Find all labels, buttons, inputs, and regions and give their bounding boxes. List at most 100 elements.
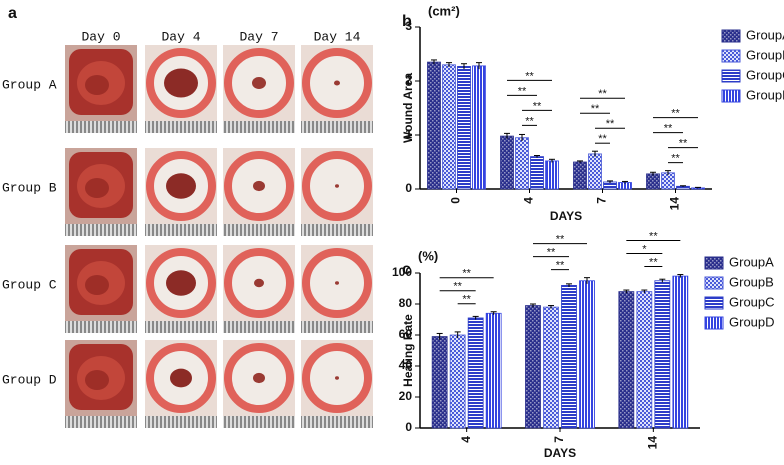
error-bar — [472, 315, 479, 320]
y-tick-label: 0 — [405, 181, 412, 195]
x-axis-label: DAYS — [544, 446, 576, 460]
wound-photo — [223, 148, 295, 236]
error-bar — [641, 289, 648, 294]
significance-label: ** — [598, 88, 607, 100]
significance-label: ** — [525, 70, 534, 82]
bar — [636, 291, 653, 429]
unit-label: (cm²) — [428, 3, 460, 18]
x-tick-label: 7 — [595, 197, 609, 204]
bar — [485, 312, 502, 429]
legend-label: GroupA — [729, 254, 774, 269]
wound-photo — [223, 245, 295, 333]
wound-photo — [301, 148, 373, 236]
significance-label: ** — [671, 108, 680, 120]
significance-label: ** — [518, 85, 527, 97]
y-tick-label: 60 — [399, 327, 413, 341]
significance-label: ** — [649, 256, 658, 268]
legend-label: GroupC — [729, 294, 775, 309]
bar — [661, 172, 675, 190]
significance-label: ** — [664, 123, 673, 135]
bar — [573, 161, 587, 190]
significance-label: ** — [453, 281, 462, 293]
error-bar — [504, 132, 510, 139]
error-bar — [665, 170, 671, 175]
error-bar — [431, 59, 437, 65]
wound-photo — [65, 148, 137, 236]
wound-photo — [223, 45, 295, 133]
legend-swatch — [721, 69, 741, 83]
row-label: Group A — [2, 77, 57, 92]
legend-swatch — [704, 256, 724, 270]
error-bar — [566, 283, 572, 287]
y-tick-label: 40 — [399, 358, 413, 372]
error-bar — [677, 274, 684, 278]
significance-label: ** — [556, 260, 565, 272]
legend-label: GroupC — [746, 67, 784, 82]
legend-swatch — [704, 296, 724, 310]
legend-swatch — [704, 276, 724, 290]
bar — [449, 334, 466, 429]
error-bar — [519, 133, 525, 141]
legend-label: GroupA — [746, 27, 784, 42]
wound-photo — [223, 340, 295, 428]
row-label: Group B — [2, 180, 57, 195]
significance-label: ** — [671, 153, 680, 165]
bar — [457, 66, 471, 190]
error-bar — [461, 63, 467, 70]
wound-photo — [301, 245, 373, 333]
significance-label: ** — [462, 268, 471, 280]
legend-swatch — [721, 49, 741, 63]
panel-label: a — [8, 5, 17, 22]
bar — [431, 336, 448, 429]
significance-label: ** — [649, 230, 658, 242]
error-bar — [607, 180, 613, 184]
wound-photo — [145, 245, 217, 333]
error-bar — [584, 277, 590, 284]
y-tick-label: 1 — [405, 127, 412, 141]
y-tick-label: 3 — [405, 19, 412, 33]
bar — [472, 65, 486, 190]
error-bar — [534, 155, 540, 158]
error-bar — [623, 289, 630, 294]
bar — [543, 306, 559, 429]
column-header: Day 14 — [314, 29, 361, 44]
unit-label: (%) — [418, 248, 438, 263]
bar — [515, 137, 529, 190]
legend-swatch — [721, 89, 741, 103]
significance-label: ** — [556, 234, 565, 246]
error-bar — [659, 278, 666, 283]
significance-label: ** — [598, 133, 607, 145]
wound-photo — [65, 45, 137, 133]
y-tick-label: 2 — [405, 73, 412, 87]
error-bar — [680, 185, 686, 187]
error-bar — [577, 160, 583, 164]
x-tick-label: 4 — [522, 197, 536, 204]
y-tick-label: 80 — [399, 296, 413, 310]
bar — [545, 160, 559, 190]
column-header: Day 4 — [161, 29, 200, 44]
significance-label: ** — [525, 115, 534, 127]
wound-photo — [145, 45, 217, 133]
wound-photo — [145, 340, 217, 428]
error-bar — [650, 171, 656, 176]
row-label: Group D — [2, 372, 57, 387]
bar — [500, 135, 514, 190]
row-label: Group C — [2, 277, 57, 292]
y-tick-label: 20 — [399, 389, 413, 403]
legend-label: GroupB — [729, 274, 774, 289]
significance-label: * — [642, 243, 647, 255]
wound-photo — [65, 245, 137, 333]
legend-label: GroupD — [746, 87, 784, 102]
x-tick-label: 0 — [449, 197, 463, 204]
error-bar — [436, 332, 443, 340]
wound-photo — [65, 340, 137, 428]
error-bar — [454, 331, 461, 339]
y-axis-label: Wound Area — [401, 73, 415, 143]
error-bar — [592, 150, 598, 157]
significance-label: ** — [533, 100, 542, 112]
panel-label: c — [402, 261, 411, 278]
error-bar — [622, 180, 628, 184]
x-axis-label: DAYS — [550, 209, 582, 223]
y-axis-label: Healing Rate — [401, 314, 415, 387]
